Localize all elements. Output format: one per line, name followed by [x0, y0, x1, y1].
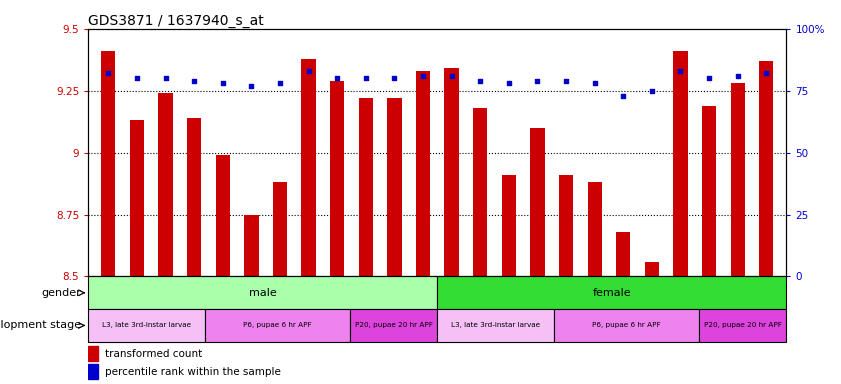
Point [702, 75, 716, 81]
Bar [88, 276, 437, 309]
Text: percentile rank within the sample: percentile rank within the sample [105, 367, 281, 377]
Text: P20, pupae 20 hr APF: P20, pupae 20 hr APF [355, 323, 432, 328]
Bar [88, 364, 98, 379]
Bar [88, 309, 204, 342]
Bar [731, 83, 745, 276]
Point [645, 88, 659, 94]
Bar [502, 175, 516, 276]
Point [759, 70, 773, 76]
Bar [330, 81, 344, 276]
Bar [473, 108, 488, 276]
Text: P6, pupae 6 hr APF: P6, pupae 6 hr APF [243, 323, 312, 328]
Point [588, 80, 601, 86]
Point [216, 80, 230, 86]
Point [616, 93, 630, 99]
Point [445, 73, 458, 79]
Bar [559, 175, 574, 276]
Bar [272, 182, 287, 276]
Point [416, 73, 430, 79]
Bar [702, 106, 717, 276]
Bar [158, 93, 172, 276]
Bar [350, 309, 437, 342]
Text: L3, late 3rd-instar larvae: L3, late 3rd-instar larvae [451, 323, 540, 328]
Text: L3, late 3rd-instar larvae: L3, late 3rd-instar larvae [102, 323, 191, 328]
Text: female: female [593, 288, 631, 298]
Point [331, 75, 344, 81]
Bar [531, 128, 545, 276]
Point [102, 70, 115, 76]
Bar [759, 61, 774, 276]
Bar [553, 309, 699, 342]
Bar [244, 215, 258, 276]
Bar [616, 232, 631, 276]
Bar [301, 58, 315, 276]
Point [359, 75, 373, 81]
Point [531, 78, 544, 84]
Bar [101, 51, 115, 276]
Bar [699, 309, 786, 342]
Bar [387, 98, 401, 276]
Bar [437, 276, 786, 309]
Bar [358, 98, 373, 276]
Bar [415, 71, 430, 276]
Point [273, 80, 287, 86]
Text: development stage: development stage [0, 320, 82, 331]
Bar [674, 51, 688, 276]
Point [559, 78, 573, 84]
Text: male: male [249, 288, 277, 298]
Bar [130, 121, 144, 276]
Point [188, 78, 201, 84]
Point [502, 80, 516, 86]
Text: gender: gender [41, 288, 82, 298]
Point [302, 68, 315, 74]
Point [731, 73, 744, 79]
Text: transformed count: transformed count [105, 349, 203, 359]
Text: GDS3871 / 1637940_s_at: GDS3871 / 1637940_s_at [88, 14, 264, 28]
Bar [215, 155, 230, 276]
Bar [445, 68, 459, 276]
Text: P6, pupae 6 hr APF: P6, pupae 6 hr APF [592, 323, 661, 328]
Point [674, 68, 687, 74]
Point [473, 78, 487, 84]
Bar [187, 118, 201, 276]
Point [159, 75, 172, 81]
Bar [437, 309, 553, 342]
Text: P20, pupae 20 hr APF: P20, pupae 20 hr APF [704, 323, 781, 328]
Point [245, 83, 258, 89]
Point [388, 75, 401, 81]
Bar [88, 346, 98, 361]
Bar [588, 182, 602, 276]
Point [130, 75, 144, 81]
Bar [204, 309, 350, 342]
Bar [645, 262, 659, 276]
